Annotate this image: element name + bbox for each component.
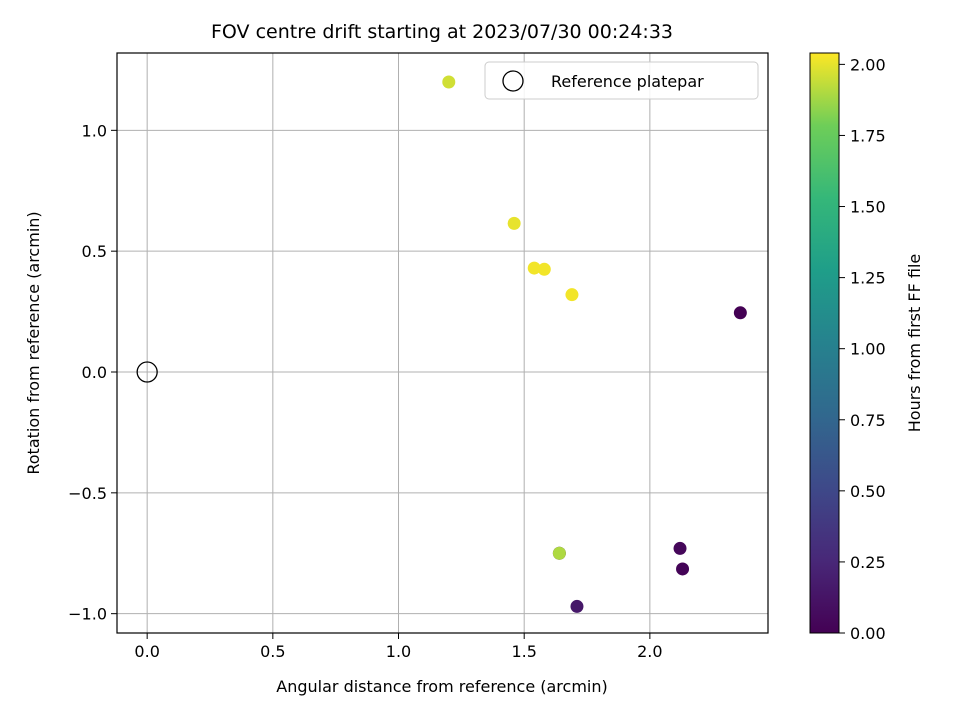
colorbar-tick-label: 0.25 — [850, 553, 886, 572]
x-tick-label: 0.5 — [260, 642, 285, 661]
colorbar-tick-label: 1.50 — [850, 198, 886, 217]
colorbar: 0.00 0.25 0.50 0.75 1.00 1.25 1.50 1.75 2.00 Hou… — [809, 52, 924, 643]
y-tick-label: 1.0 — [82, 121, 107, 140]
colorbar-ticks: 0.00 0.25 0.50 0.75 1.00 1.25 1.50 1.75 2.00 — [839, 55, 886, 643]
x-tick-label: 1.0 — [386, 642, 411, 661]
axes: 0.0 0.5 1.0 1.5 2.0 −1.0 −0.5 0.0 0.5 1.0 — [68, 121, 662, 661]
chart-title: FOV centre drift starting at 2023/07/30 … — [211, 21, 673, 43]
data-points — [136, 75, 747, 613]
colorbar-tick-label: 0.00 — [850, 624, 886, 643]
colorbar-tick-label: 0.50 — [850, 482, 886, 501]
x-axis-label: Angular distance from reference (arcmin) — [276, 677, 607, 696]
data-point — [676, 562, 690, 576]
legend-label-reference: Reference platepar — [551, 72, 704, 91]
data-point — [570, 599, 584, 613]
data-point — [552, 546, 566, 560]
colorbar-tick-label: 1.75 — [850, 126, 886, 145]
plot-frame — [116, 52, 769, 634]
reference-platepar-marker — [136, 361, 158, 383]
data-point — [507, 216, 521, 230]
x-tick-label: 2.0 — [637, 642, 662, 661]
data-point — [442, 75, 456, 89]
y-tick-label: −1.0 — [68, 605, 107, 624]
y-tick-label: −0.5 — [68, 484, 107, 503]
colorbar-tick-label: 0.75 — [850, 411, 886, 430]
data-point — [673, 541, 687, 555]
data-point — [537, 262, 551, 276]
colorbar-tick-label: 2.00 — [850, 55, 886, 74]
colorbar-tick-label: 1.25 — [850, 269, 886, 288]
grid-lines — [117, 53, 768, 633]
colorbar-tick-label: 1.00 — [850, 340, 886, 359]
legend-marker-reference — [502, 70, 524, 92]
legend-box — [484, 61, 759, 100]
x-tick-label: 0.0 — [134, 642, 159, 661]
data-point — [527, 261, 541, 275]
colorbar-label: Hours from first FF file — [905, 254, 924, 433]
y-tick-label: 0.0 — [82, 363, 107, 382]
x-tick-label: 1.5 — [511, 642, 536, 661]
data-point — [565, 288, 579, 302]
y-tick-label: 0.5 — [82, 242, 107, 261]
data-point — [733, 306, 747, 320]
y-axis-label: Rotation from reference (arcmin) — [24, 211, 43, 474]
legend: Reference platepar — [484, 61, 759, 100]
colorbar-gradient — [809, 52, 840, 634]
